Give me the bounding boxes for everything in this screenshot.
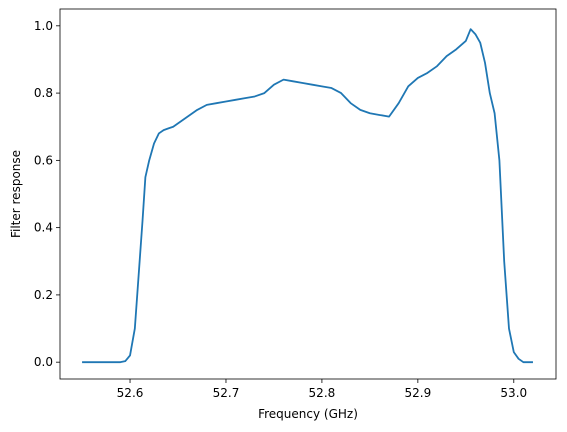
y-tick-label: 0.2	[34, 288, 53, 302]
y-axis-ticks: 0.0 0.2 0.4 0.6 0.8 1.0	[34, 19, 60, 369]
axes-frame	[59, 8, 557, 380]
y-tick-label: 0.0	[34, 355, 53, 369]
series-line	[82, 28, 533, 364]
x-tick-label: 53.0	[500, 386, 527, 400]
x-axis-label: Frequency (GHz)	[258, 407, 358, 421]
y-tick-label: 1.0	[34, 19, 53, 33]
y-axis-label: Filter response	[9, 150, 23, 238]
y-tick-label: 0.8	[34, 86, 53, 100]
y-tick-label: 0.4	[34, 221, 53, 235]
x-axis-ticks: 52.6 52.7 52.8 52.9 53.0	[117, 379, 527, 400]
x-tick-label: 52.7	[213, 386, 240, 400]
x-tick-label: 52.8	[309, 386, 336, 400]
plot-area	[59, 8, 557, 380]
x-tick-label: 52.6	[117, 386, 144, 400]
y-tick-label: 0.6	[34, 153, 53, 167]
x-tick-label: 52.9	[404, 386, 431, 400]
